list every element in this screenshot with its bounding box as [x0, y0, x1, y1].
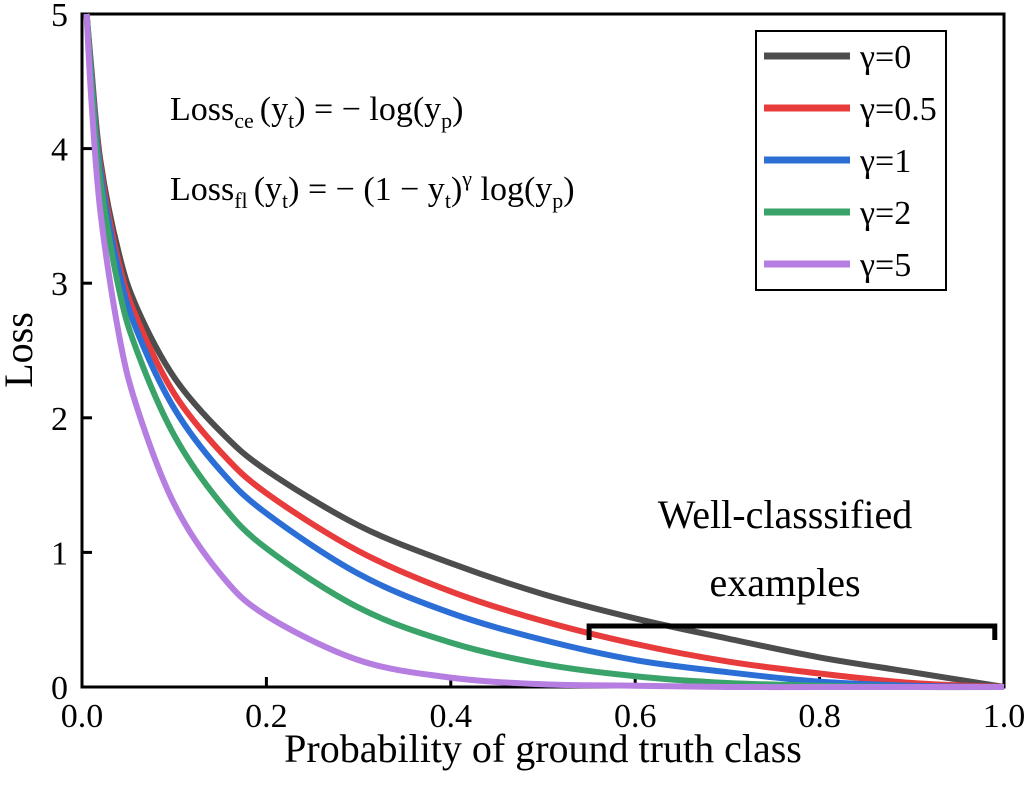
formula-ce-lhs: Loss: [170, 91, 234, 128]
series-line-4: [83, 13, 1004, 691]
formula-fl-lhs: Loss: [170, 171, 234, 208]
legend-label-2: γ=1: [859, 143, 911, 180]
y-axis: 0 1 2 3 4 5: [51, 0, 92, 707]
formula-fl-sub: fl: [234, 188, 247, 213]
formula-ce-close: ): [452, 91, 463, 128]
y-axis-title: Loss: [0, 312, 41, 388]
x-tick-label-5: 1.0: [983, 698, 1026, 735]
y-tick-label-1: 1: [51, 535, 68, 572]
formula-fl: Lossfl (yt) = − (1 − yt)γ log(yp): [170, 166, 575, 213]
formula-fl-sup: γ: [461, 166, 472, 191]
legend: γ=0 γ=0.5 γ=1 γ=2 γ=5: [755, 30, 947, 291]
annotation-line2: examples: [709, 560, 860, 605]
x-tick-label-2: 0.4: [430, 698, 473, 735]
legend-label-1: γ=0.5: [859, 91, 937, 128]
formula-ce-rhs-sub: p: [441, 108, 452, 133]
formula-ce-rhs: ) = − log(y: [294, 91, 441, 128]
y-tick-label-5: 5: [51, 0, 68, 34]
formula-fl-rhs: ) = − (1 − y: [288, 171, 445, 208]
formula-fl-arg-sub: t: [282, 188, 288, 213]
y-tick-label-2: 2: [51, 401, 68, 438]
legend-label-3: γ=2: [859, 195, 911, 232]
x-tick-label-3: 0.6: [614, 698, 657, 735]
formula-fl-rhs-sub: t: [445, 188, 451, 213]
y-tick-label-0: 0: [51, 670, 68, 707]
formula-fl-args: (y: [254, 171, 282, 208]
x-tick-label-0: 0.0: [61, 698, 104, 735]
formula-fl-log: log(y: [472, 171, 552, 208]
x-tick-label-1: 0.2: [245, 698, 288, 735]
svg-text:Lossfl(yt) = − (1 − yt)γ log(y: Lossfl (yt) = − (1 − yt)γ log(yp): [170, 166, 575, 213]
series-lines: [83, 13, 1005, 691]
x-axis: 0.0 0.2 0.4 0.6 0.8 1.0: [61, 677, 1026, 735]
formula-ce-sub: ce: [234, 108, 254, 133]
annotation-line1: Well-classsified: [658, 492, 912, 537]
legend-label-4: γ=5: [859, 247, 911, 284]
x-axis-title: Probability of ground truth class: [284, 726, 802, 771]
x-tick-label-4: 0.8: [798, 698, 841, 735]
y-tick-label-4: 4: [51, 132, 68, 169]
formula-ce-arg-sub: t: [288, 108, 294, 133]
formula-fl-rhs-sub2: p: [552, 188, 563, 213]
well-classified-bracket: [586, 623, 998, 640]
formula-fl-mid: ): [451, 171, 462, 208]
legend-label-0: γ=0: [859, 39, 911, 76]
y-tick-label-3: 3: [51, 266, 68, 303]
formula-fl-close: ): [563, 171, 574, 208]
formula-ce: Lossce (yt) = − log(yp): [170, 91, 464, 133]
formula-ce-args: (y: [260, 91, 288, 128]
svg-text:Lossce(yt) = − log(yp): Lossce (yt) = − log(yp): [170, 91, 464, 133]
